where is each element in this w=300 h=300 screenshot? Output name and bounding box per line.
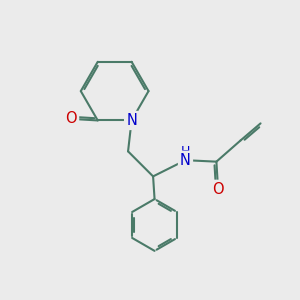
Text: O: O <box>212 182 224 197</box>
Text: H: H <box>181 146 190 158</box>
Text: O: O <box>65 112 77 127</box>
Text: N: N <box>126 113 137 128</box>
Text: N: N <box>180 153 191 168</box>
